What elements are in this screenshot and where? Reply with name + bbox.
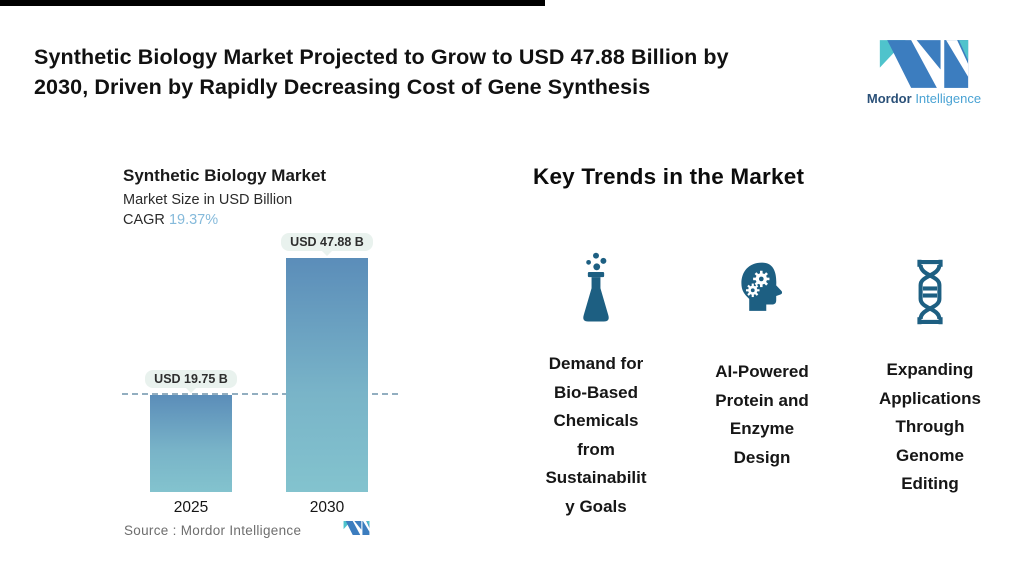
chart-title: Synthetic Biology Market — [123, 166, 327, 185]
cagr-label: CAGR — [123, 212, 165, 228]
source-value: Mordor Intelligence — [180, 523, 302, 538]
dna-helix-icon — [917, 259, 943, 325]
market-chart-panel: Synthetic Biology Market Market Size in … — [120, 165, 398, 555]
value-badge-2025: USD 19.75 B — [145, 370, 237, 388]
brand-wordmark-primary: Mordor — [866, 91, 912, 106]
value-badge-2030: USD 47.88 B — [281, 233, 373, 251]
trend-item-ai-protein-design: AI-Powered Protein and Enzyme Design — [674, 252, 850, 472]
ai-head-gears-icon — [741, 262, 783, 311]
trend-item-genome-editing: Expanding Applications Through Genome Ed… — [842, 252, 1018, 499]
bar-group-2030: USD 47.88 B — [281, 233, 373, 492]
badge-pointer — [322, 251, 332, 256]
cagr-value: 19.37% — [168, 212, 219, 228]
x-axis-label-2025: 2025 — [173, 499, 209, 516]
brand-wordmark-secondary: Intelligence — [915, 91, 982, 106]
trend-label: Expanding Applications Through Genome Ed… — [878, 360, 981, 493]
source-label: Source : — [124, 523, 177, 538]
trend-label: Demand for Bio-Based Chemicals from Sust… — [545, 354, 647, 516]
trend-label: AI-Powered Protein and Enzyme Design — [715, 362, 809, 467]
mordor-intelligence-logo-icon — [879, 40, 969, 88]
trends-heading: Key Trends in the Market — [533, 164, 805, 189]
reference-dash-line — [122, 393, 398, 395]
bar — [286, 258, 368, 492]
page-title: Synthetic Biology Market Projected to Gr… — [34, 45, 729, 99]
badge-pointer — [186, 388, 196, 393]
x-axis-label-2030: 2030 — [309, 499, 345, 516]
bar-chart-plot: USD 19.75 B USD 47.88 B — [120, 230, 398, 492]
flask-icon — [583, 252, 609, 322]
trend-item-bio-based-chemicals: Demand for Bio-Based Chemicals from Sust… — [508, 252, 684, 521]
source-row: Source : Mordor Intelligence — [124, 523, 301, 538]
bar-group-2025: USD 19.75 B — [145, 370, 237, 492]
brand-wordmark: Mordor Intelligence — [866, 91, 982, 106]
brand-block: Mordor Intelligence — [866, 40, 982, 106]
chart-cagr: CAGR 19.37% — [123, 212, 218, 228]
top-accent-bar — [0, 0, 545, 6]
bar — [150, 395, 232, 492]
chart-subtitle: Market Size in USD Billion — [123, 192, 293, 208]
mordor-mini-logo-icon — [343, 521, 370, 535]
